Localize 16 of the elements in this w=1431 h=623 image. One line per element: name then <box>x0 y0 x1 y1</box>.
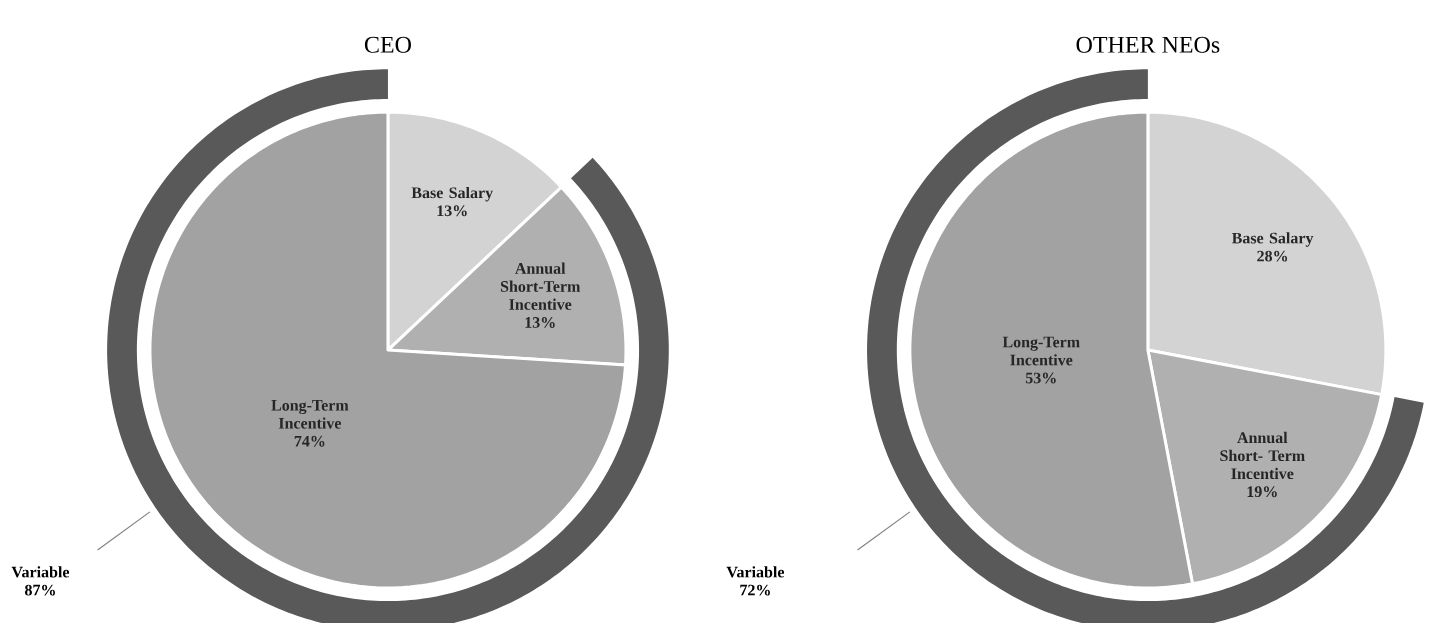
chart-title: CEO <box>364 36 411 53</box>
data-label: 19% <box>1247 486 1277 498</box>
chart-title: OTHER NEOs <box>1076 36 1220 53</box>
data-label: 74% <box>294 435 325 447</box>
data-label: 53% <box>1025 372 1056 384</box>
data-label: 28% <box>1257 250 1288 262</box>
slice-label: Base Salary <box>411 186 493 202</box>
slice-label: Annual Short- Term Incentive <box>1220 431 1305 480</box>
slice-label: Long-Term Incentive <box>271 400 349 429</box>
data-label: 13% <box>437 205 467 217</box>
slice-label: Base Salary <box>1231 232 1314 247</box>
data-label: 13% <box>525 317 555 328</box>
text: Variable 72% <box>726 566 785 596</box>
text: Variable 87% <box>11 566 70 596</box>
slice-label: Annual Short-Term Incentive <box>500 262 581 310</box>
slice-label: Long-Term Incentive <box>1002 336 1080 366</box>
